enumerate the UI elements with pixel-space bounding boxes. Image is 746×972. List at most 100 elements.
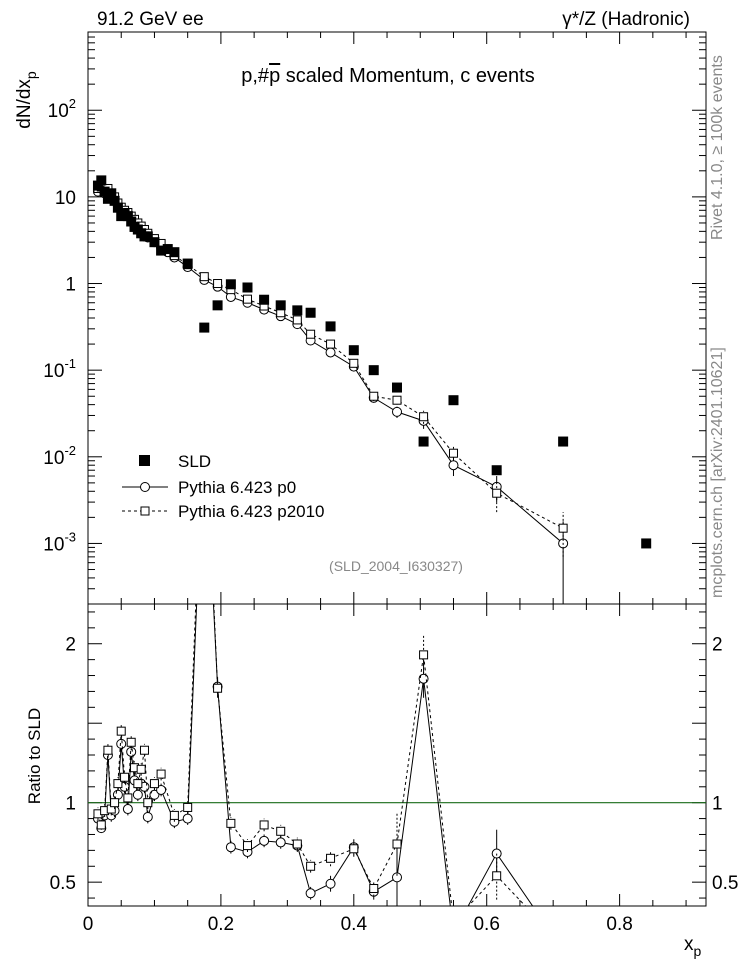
marker-sld bbox=[392, 382, 402, 393]
ratio-y-axis-label: Ratio to SLD bbox=[25, 708, 44, 804]
y-tick-label: 102 bbox=[48, 96, 76, 122]
ratio-marker-p2010 bbox=[136, 764, 146, 774]
marker-p2010 bbox=[369, 391, 379, 401]
x-tick-label: 0.6 bbox=[473, 914, 499, 935]
ratio-marker-p2010 bbox=[149, 779, 159, 789]
legend-marker-p2010 bbox=[140, 506, 150, 516]
header-process-label: γ*/Z (Hadronic) bbox=[562, 9, 690, 30]
ratio-axis-ticks: 0 0.2 0.4 0.6 0.8 0.5 0.5 1 1 2 2 bbox=[50, 604, 738, 935]
marker-p2010 bbox=[213, 279, 223, 289]
chart-title-pbar: p bbox=[269, 65, 280, 87]
chart-title-suffix: scaled Momentum, c events bbox=[280, 65, 535, 87]
ratio-marker-p2010 bbox=[492, 871, 502, 881]
ratio-marker-p2010 bbox=[326, 853, 336, 863]
y-tick-label: 10-1 bbox=[43, 356, 76, 382]
y-tick-label-base: 10 bbox=[43, 534, 64, 555]
ratio-marker-p0 bbox=[182, 813, 193, 824]
y-tick-label-base: 10 bbox=[43, 361, 64, 382]
marker-sld bbox=[126, 216, 137, 227]
ratio-marker-p2010 bbox=[259, 820, 269, 830]
ratio-marker-p2010 bbox=[369, 884, 379, 894]
marker-p2010 bbox=[199, 272, 209, 282]
marker-sld bbox=[418, 436, 429, 447]
marker-sld bbox=[106, 188, 117, 199]
marker-sld bbox=[259, 294, 270, 305]
x-axis-label: xp bbox=[684, 934, 702, 959]
marker-sld bbox=[275, 300, 286, 311]
marker-p2010 bbox=[392, 395, 402, 405]
marker-sld bbox=[491, 465, 502, 476]
legend: SLD Pythia 6.423 p0 Pythia 6.423 p2010 bbox=[122, 452, 325, 521]
ratio-marker-p2010 bbox=[349, 844, 359, 854]
legend-marker-sld bbox=[139, 455, 150, 466]
ratio-marker-p2010 bbox=[156, 769, 166, 779]
marker-sld bbox=[292, 305, 303, 316]
marker-p2010 bbox=[448, 448, 458, 458]
marker-p2010 bbox=[558, 523, 568, 533]
ratio-marker-p0 bbox=[225, 842, 236, 853]
marker-sld bbox=[109, 195, 120, 206]
marker-sld bbox=[102, 193, 113, 204]
marker-p2010 bbox=[306, 329, 316, 339]
y-tick-label-base: 10 bbox=[55, 188, 76, 209]
series-line-p2010 bbox=[97, 186, 564, 529]
marker-p0 bbox=[325, 347, 336, 358]
ratio-marker-p2010 bbox=[103, 745, 113, 755]
legend-label-p2010: Pythia 6.423 p2010 bbox=[178, 502, 325, 521]
x-axis-label-main: x bbox=[684, 934, 694, 955]
ratio-marker-p2010 bbox=[559, 942, 567, 950]
marker-sld bbox=[156, 245, 167, 256]
marker-p2010 bbox=[419, 412, 429, 422]
ratio-marker-p2010 bbox=[123, 793, 133, 803]
ratio-marker-p2010 bbox=[143, 798, 153, 808]
ratio-marker-p2010 bbox=[120, 772, 130, 782]
marker-sld bbox=[112, 202, 123, 213]
marker-sld bbox=[199, 322, 210, 333]
x-tick-label: 0 bbox=[83, 914, 94, 935]
ratio-marker-p2010 bbox=[306, 861, 316, 871]
side-rivet-label: Rivet 4.1.0, ≥ 100k events bbox=[709, 55, 726, 240]
ratio-marker-p2010 bbox=[139, 745, 149, 755]
ratio-marker-p2010 bbox=[213, 683, 223, 693]
marker-sld bbox=[242, 282, 253, 293]
ratio-marker-p0 bbox=[112, 789, 123, 800]
y-tick-label-exp: -1 bbox=[64, 356, 76, 371]
ratio-marker-p2010 bbox=[126, 737, 136, 747]
ratio-marker-p0 bbox=[122, 804, 133, 815]
ratio-y-tick-label: 0.5 bbox=[50, 873, 76, 894]
marker-sld bbox=[99, 186, 110, 197]
marker-sld bbox=[325, 321, 336, 332]
y-tick-label-exp: -2 bbox=[64, 443, 76, 458]
ratio-marker-p2010 bbox=[96, 820, 106, 830]
ratio-marker-p2010 bbox=[183, 802, 193, 812]
ratio-marker-p0 bbox=[392, 872, 402, 883]
ratio-marker-p2010 bbox=[113, 779, 123, 789]
marker-sld bbox=[225, 279, 236, 290]
ratio-marker-p0 bbox=[491, 848, 502, 859]
ratio-marker-p2010 bbox=[292, 839, 302, 849]
marker-p0 bbox=[392, 406, 402, 417]
x-tick-label: 0.2 bbox=[208, 914, 234, 935]
marker-p2010 bbox=[292, 315, 302, 325]
ratio-marker-p2010 bbox=[419, 650, 429, 660]
ratio-marker-p0 bbox=[418, 673, 429, 684]
marker-sld bbox=[212, 300, 223, 311]
ratio-y-tick-label: 1 bbox=[65, 794, 76, 815]
marker-sld bbox=[448, 395, 459, 406]
ratio-y-tick-label-right: 0.5 bbox=[712, 873, 738, 894]
y-tick-label-exp: 2 bbox=[69, 96, 76, 111]
marker-sld bbox=[96, 175, 107, 186]
y-tick-label-base: 10 bbox=[43, 448, 64, 469]
ratio-series-group bbox=[92, 417, 567, 950]
ratio-marker-p2010 bbox=[276, 826, 286, 836]
ratio-marker-p0 bbox=[200, 417, 209, 426]
ratio-marker-p0 bbox=[132, 789, 143, 800]
ratio-marker-p2010 bbox=[242, 841, 252, 851]
legend-label-sld: SLD bbox=[178, 452, 211, 471]
marker-sld bbox=[305, 307, 316, 318]
marker-sld bbox=[169, 247, 180, 258]
ratio-marker-p2010 bbox=[169, 810, 179, 820]
marker-sld bbox=[368, 365, 379, 376]
